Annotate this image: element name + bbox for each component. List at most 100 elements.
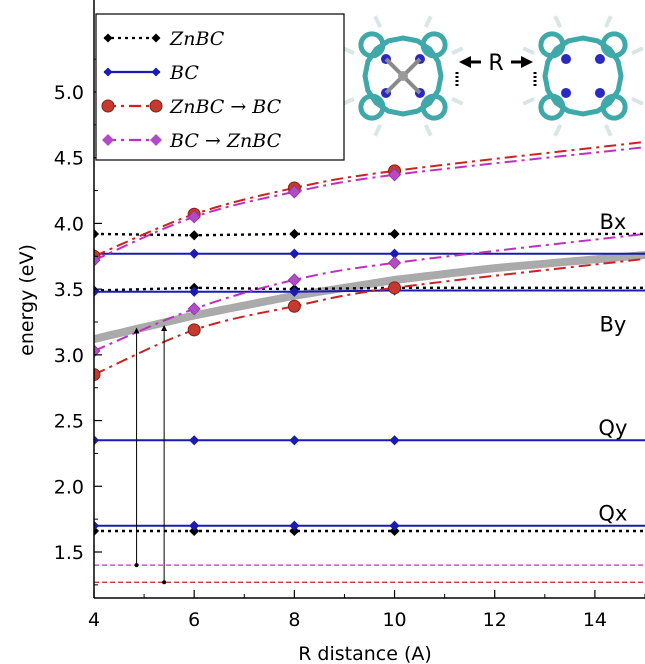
data-point <box>388 281 402 295</box>
legend-marker <box>149 99 163 113</box>
macrocycle-ring <box>542 35 624 117</box>
state-label-qx: Qx <box>598 502 627 526</box>
y-tick-label: 2.0 <box>54 476 84 498</box>
legend-marker <box>102 134 114 146</box>
hydrogen-bond <box>451 96 464 106</box>
legend-marker <box>103 33 113 43</box>
data-point <box>94 435 100 446</box>
x-tick-label: 8 <box>288 609 300 631</box>
data-point <box>289 435 300 446</box>
legend: ZnBC BC ZnBC → BC BC → ZnBC <box>95 13 345 161</box>
legend-entry-1: BC <box>103 62 199 84</box>
hydrogen-bond <box>423 15 433 28</box>
data-point <box>289 248 300 259</box>
distance-r-label: R <box>488 51 503 76</box>
legend-entry-2: ZnBC → BC <box>101 96 282 118</box>
hydrogen-bond <box>423 124 433 137</box>
data-point <box>187 302 201 316</box>
nitrogen-atom <box>594 54 605 65</box>
y-tick-label: 2.5 <box>54 411 84 433</box>
data-point <box>389 525 400 537</box>
legend-marker <box>101 99 115 113</box>
series-line-4 <box>94 289 645 293</box>
nitrogen-atom <box>594 87 605 98</box>
state-label-bx: Bx <box>599 210 626 234</box>
y-tick-label: 4.5 <box>54 148 84 170</box>
legend-marker <box>150 134 162 146</box>
series-line-7 <box>94 140 645 258</box>
x-tick-label: 6 <box>188 609 200 631</box>
hydrogen-bond <box>342 96 355 106</box>
data-point <box>287 185 301 199</box>
series-line-9 <box>94 146 645 262</box>
data-point <box>187 210 201 224</box>
y-tick-label: 1.5 <box>54 542 84 564</box>
legend-marker <box>151 33 161 43</box>
x-tick-label: 4 <box>88 609 100 631</box>
r-arrow-left <box>459 56 471 68</box>
r-arrow-right <box>521 56 533 68</box>
hydrogen-bond <box>603 124 613 137</box>
hydrogen-bond <box>553 124 563 137</box>
series-8 <box>94 257 645 382</box>
state-label-qy: Qy <box>598 416 627 440</box>
series-0 <box>94 228 645 241</box>
data-point <box>189 230 200 241</box>
state-label-by: By <box>599 312 626 336</box>
series-9 <box>94 146 645 267</box>
x-tick-label: 14 <box>583 609 607 631</box>
legend-box <box>95 13 345 161</box>
legend-entry-3: BC → ZnBC <box>102 130 282 152</box>
legend-marker <box>151 67 161 77</box>
hydrogen-bond <box>522 96 535 106</box>
legend-label: ZnBC <box>169 28 225 50</box>
data-point <box>289 286 300 297</box>
zinc-atom <box>398 71 408 81</box>
hydrogen-bond <box>522 46 535 56</box>
y-axis-title: energy (eV) <box>16 244 38 356</box>
legend-entry-0: ZnBC <box>103 28 225 50</box>
data-point <box>94 520 100 531</box>
data-point <box>289 525 300 537</box>
hydrogen-bond <box>373 15 383 28</box>
y-tick-label: 3.0 <box>54 345 84 367</box>
pyrrole-ring <box>600 93 628 121</box>
legend-marker <box>103 67 113 77</box>
pyrrole-ring <box>600 31 628 59</box>
data-point <box>389 435 400 446</box>
x-tick-label: 12 <box>483 609 507 631</box>
state-labels: Bx By Qy Qx <box>598 210 627 526</box>
series-3 <box>94 248 645 259</box>
hydrogen-bond <box>342 46 355 56</box>
data-point <box>94 228 100 240</box>
data-point <box>289 520 300 531</box>
legend-label: ZnBC → BC <box>169 96 282 118</box>
pyrrole-ring <box>420 31 448 59</box>
data-point <box>189 286 200 297</box>
data-point <box>389 228 400 240</box>
data-point <box>187 323 201 337</box>
plot-area <box>94 140 645 585</box>
data-point <box>389 520 400 531</box>
series-5 <box>94 435 645 446</box>
series-2 <box>94 525 645 537</box>
x-axis-title: R distance (A) <box>298 643 432 664</box>
nitrogen-atom <box>561 54 572 65</box>
data-point <box>287 299 301 313</box>
data-point <box>189 248 200 259</box>
axes: 4 6 8 10 12 14 1.5 2.0 2.5 3.0 3.5 4.0 4.5 5.0 <box>54 0 645 631</box>
data-point <box>189 435 200 446</box>
y-tick-label: 4.0 <box>54 213 84 235</box>
hydrogen-bond <box>631 96 644 106</box>
hydrogen-bond <box>373 124 383 137</box>
data-point <box>189 520 200 531</box>
y-tick-label: 3.5 <box>54 279 84 301</box>
legend-label: BC → ZnBC <box>169 130 282 152</box>
pyrrole-ring <box>358 93 386 121</box>
data-point <box>94 368 101 382</box>
hydrogen-bond <box>553 15 563 28</box>
series-10 <box>94 232 645 358</box>
y-tick-label: 5.0 <box>54 82 84 104</box>
data-point <box>287 273 301 287</box>
hydrogen-bond <box>631 46 644 56</box>
